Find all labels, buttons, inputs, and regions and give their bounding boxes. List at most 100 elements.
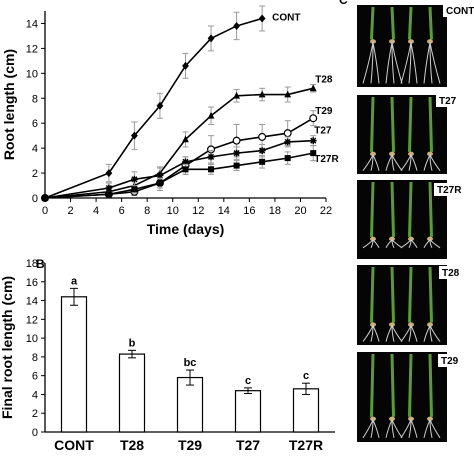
series-label: T29 [315,106,333,117]
root [429,239,441,249]
seedling-stem [370,6,375,40]
root [410,154,418,171]
root [400,239,412,249]
data-point [258,14,266,23]
label-backdrop [436,94,461,107]
seed [427,416,433,421]
root [362,419,374,439]
data-point [182,158,189,166]
seedling-stem [428,96,433,152]
data-point [105,184,113,192]
seed [370,322,376,327]
seed [427,322,433,327]
data-point [259,158,266,165]
seedling-stem [428,266,433,323]
x-tick-label: 0 [42,205,48,217]
root [429,154,441,171]
y-axis-title: Final root length (cm) [0,276,15,419]
significance-label: c [303,370,309,382]
y-tick-label: 8 [32,93,38,105]
bar [234,390,262,433]
seed [389,236,395,242]
root [429,419,433,438]
label-backdrop [434,183,466,196]
bar-group-t28: b T28 [118,337,146,453]
x-tick-label: 12 [192,205,204,217]
root [362,239,374,249]
x-tick-label: 6 [119,205,125,217]
y-tick-label: 16 [26,277,38,289]
data-point [105,169,113,178]
y-tick-label: 6 [32,118,38,130]
root [408,419,412,438]
y-tick-label: 2 [32,408,38,420]
bar-chart-final-root-length: B 0 2 4 6 8 10 12 14 16 18 Final root length (cm) a C… [0,257,335,453]
data-point [207,34,215,43]
y-tick-label: 12 [26,314,38,326]
seedling-stem [370,266,375,323]
root [385,239,393,249]
root [410,419,418,438]
root [391,419,395,438]
data-point [207,153,215,161]
root [391,42,395,84]
y-tick-label: 0 [32,427,38,439]
root [400,325,412,342]
photo-label: T27R [437,185,462,196]
root [391,154,395,171]
root [370,419,374,438]
seedling-stem [408,6,413,40]
seed [427,39,433,44]
series-label: CONT [272,12,300,23]
root [385,154,393,171]
root [408,154,412,171]
root [423,239,431,249]
data-point [105,191,112,198]
root [400,42,412,84]
seed [389,39,395,44]
root [391,239,403,249]
root [370,42,374,84]
data-point [207,111,215,119]
root [372,154,380,171]
seedling-stem [390,353,395,417]
y-axis-title: Root length (cm) [1,49,17,160]
seed [370,416,376,421]
seed [389,322,395,327]
data-point [258,90,266,98]
seed [408,322,414,327]
y-tick-label: 6 [32,371,38,383]
significance-label: c [245,375,251,387]
seed [389,416,395,421]
significance-label: b [129,337,136,349]
category-label: T27 [236,437,260,453]
category-label: T27R [289,437,323,453]
root [400,154,412,171]
series-line [44,152,314,199]
series-cont: CONT [41,5,300,202]
root [391,419,403,439]
series-line [44,139,314,199]
data-point [233,21,240,30]
root [410,239,418,249]
root [391,42,403,84]
root [362,42,374,84]
seedling-stem [408,266,413,323]
photo-label: T29 [441,356,459,367]
root [372,325,380,342]
bar-group-t27r: c T27R [289,370,323,453]
bar [118,353,146,433]
root [429,154,433,171]
seedling-stem [390,266,395,323]
root [391,154,403,171]
bar-group-t29: bc T29 [176,357,204,453]
x-tick-label: 18 [269,205,281,217]
data-point [310,150,317,157]
y-tick-label: 10 [26,333,38,345]
root [423,154,431,171]
line-chart-root-length: 0 2 4 6 8 10 12 14 0 2 4 6 8 10 12 14 16 18 20 22 Time (days… [1,5,339,237]
data-point [232,136,241,145]
panel-label-c: C [339,0,348,7]
data-point [284,155,291,162]
